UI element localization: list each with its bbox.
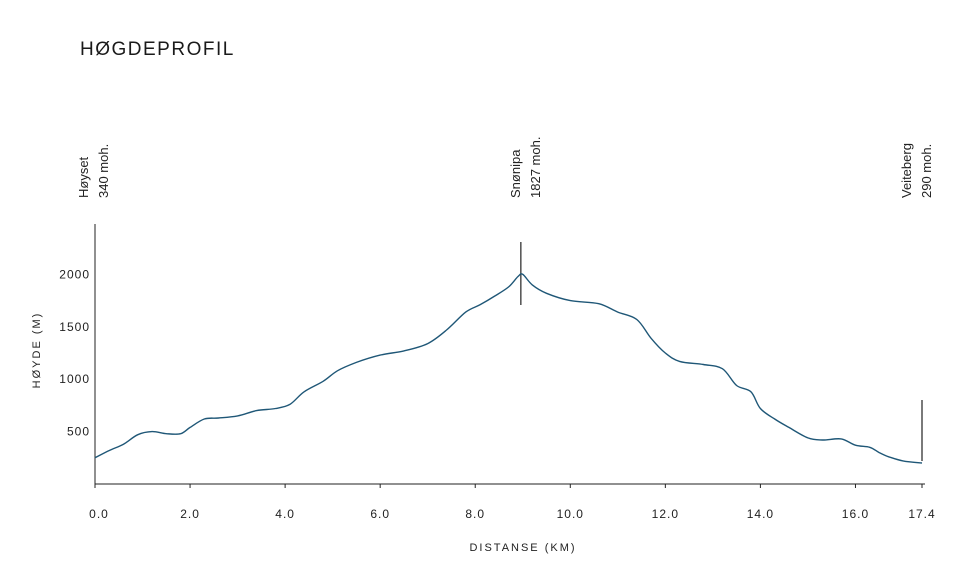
y-axis-title: HØYDE (M) (31, 312, 43, 389)
x-tick-label: 6.0 (370, 507, 390, 521)
location-elevation: 340 moh. (96, 144, 111, 198)
location-markers: Høyset 340 moh. Snønipa 1827 moh. Veiteberg 2… (76, 137, 934, 461)
location-name: Veiteberg (899, 143, 914, 198)
page-title: HØGDEPROFIL (80, 38, 235, 60)
location-name: Snønipa (508, 149, 523, 198)
x-tick-label: 16.0 (842, 507, 869, 521)
location-elevation: 1827 moh. (528, 137, 543, 198)
location-label: Veiteberg 290 moh. (899, 143, 934, 198)
elevation-line (94, 273, 923, 464)
x-tick-label: 17.4 (908, 507, 935, 521)
y-tick-label: 500 (67, 425, 90, 439)
x-tick-label: 12.0 (652, 507, 679, 521)
x-tick-label: 0.0 (89, 507, 109, 521)
axes (94, 224, 925, 485)
x-tick-labels: 0.0 2.0 4.0 6.0 8.0 10.0 12.0 14.0 16.0 17.4 (89, 484, 935, 521)
y-tick-label: 1500 (59, 320, 90, 334)
x-tick-label: 8.0 (465, 507, 485, 521)
location-label: Høyset 340 moh. (76, 144, 111, 198)
x-tick-label: 14.0 (747, 507, 774, 521)
x-tick-label: 2.0 (180, 507, 200, 521)
location-name: Høyset (76, 156, 91, 198)
location-label: Snønipa 1827 moh. (508, 137, 543, 198)
y-tick-label: 2000 (59, 267, 90, 281)
x-tick-label: 4.0 (275, 507, 295, 521)
y-tick-labels: 500 1000 1500 2000 (59, 267, 90, 439)
y-tick-label: 1000 (59, 372, 90, 386)
x-axis-title: DISTANSE (KM) (469, 542, 576, 554)
location-elevation: 290 moh. (919, 144, 934, 198)
x-tick-label: 10.0 (557, 507, 584, 521)
